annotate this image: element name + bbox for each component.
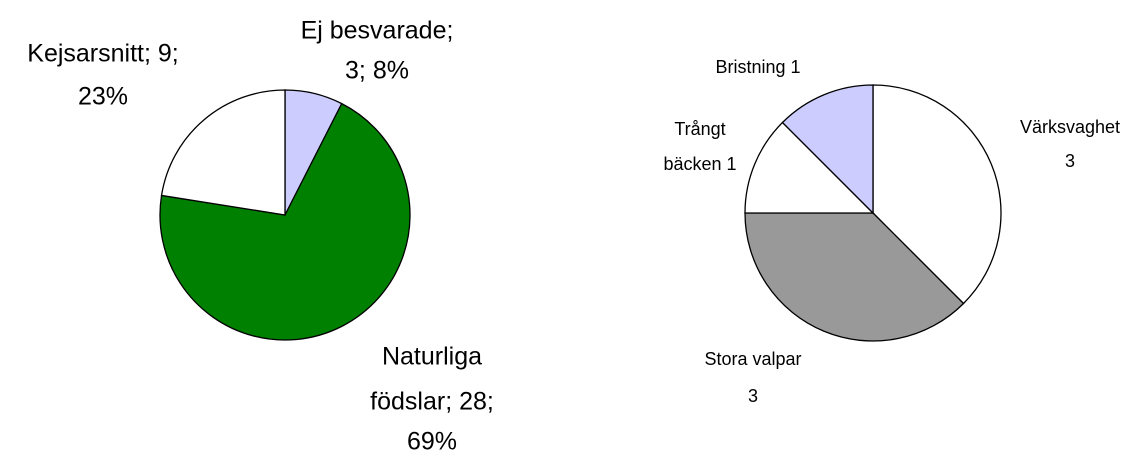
slice-label: Stora valpar: [704, 349, 801, 369]
slice-label: 69%: [407, 428, 457, 453]
pie-slice: [159, 102, 411, 341]
pie-slice: [781, 84, 874, 215]
slice-label: bäcken 1: [663, 154, 736, 174]
slice-label: Ej besvarade;: [301, 17, 454, 45]
pie-slice: [744, 212, 965, 342]
slice-label: Bristning 1: [715, 57, 800, 77]
slice-label: Trångt: [674, 119, 725, 139]
pie-slice: [872, 84, 1002, 305]
pie-slice: [744, 121, 875, 214]
slice-label: födslar; 28;: [370, 388, 494, 416]
slice-label: Naturliga: [382, 343, 482, 371]
slice-label: Värksvaghet: [1020, 117, 1120, 137]
pie-slice: [160, 89, 286, 216]
slice-label: 23%: [78, 83, 128, 111]
slice-label: Kejsarsnitt; 9;: [27, 40, 178, 68]
slice-label: 3: [748, 386, 758, 406]
slice-label: 3; 8%: [345, 57, 409, 85]
slice-label: 3: [1065, 151, 1075, 171]
